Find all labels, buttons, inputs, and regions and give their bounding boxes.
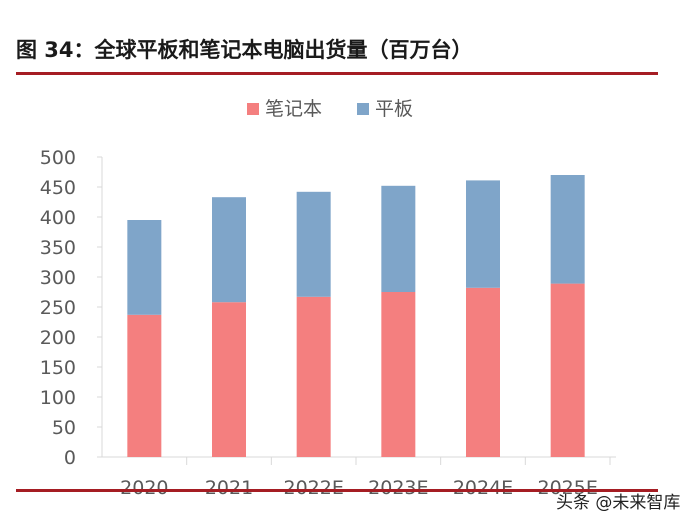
bar-tablet-2023E: [381, 185, 416, 292]
bar-notebook-2024E: [466, 287, 500, 457]
y-tick-label-150: 150: [40, 357, 76, 379]
x-tick-label-2022E: 2022E: [283, 477, 343, 499]
y-tick-label-500: 500: [40, 147, 76, 169]
x-tick-label-2024E: 2024E: [453, 477, 513, 499]
y-tick-label-300: 300: [40, 267, 76, 289]
y-tick-label-50: 50: [52, 417, 76, 439]
y-tick-label-0: 0: [64, 447, 76, 469]
legend-swatch-2: [357, 103, 369, 115]
y-tick-label-250: 250: [40, 297, 76, 319]
bar-notebook-2023E: [381, 292, 416, 457]
y-tick-label-400: 400: [40, 207, 76, 229]
bar-notebook-2025E: [550, 283, 585, 457]
bar-tablet-2025E: [550, 175, 585, 284]
title-underline: [16, 72, 658, 75]
bottom-rule: [16, 489, 658, 492]
x-tick-label-2020: 2020: [120, 477, 168, 499]
y-tick-label-100: 100: [40, 387, 76, 409]
y-tick-label-450: 450: [40, 177, 76, 199]
bar-notebook-2021: [212, 302, 246, 457]
x-tick-label-2023E: 2023E: [368, 477, 428, 499]
bar-notebook-2020: [127, 314, 162, 457]
y-tick-label-200: 200: [40, 327, 76, 349]
figure-title: 图 34：全球平板和笔记本电脑出货量（百万台）: [16, 38, 473, 62]
bar-tablet-2022E: [296, 191, 331, 297]
x-tick-label-2021: 2021: [205, 477, 253, 499]
bar-tablet-2020: [127, 220, 162, 315]
bar-notebook-2022E: [296, 296, 331, 457]
legend-label-1: 笔记本: [265, 98, 322, 120]
y-tick-label-350: 350: [40, 237, 76, 259]
bar-tablet-2021: [212, 197, 246, 303]
legend-swatch-1: [247, 103, 259, 115]
watermark-text: 头条 @未来智库: [556, 493, 681, 513]
x-tick-label-2025E: 2025E: [537, 477, 597, 499]
legend-label-2: 平板: [375, 98, 413, 120]
bar-tablet-2024E: [466, 180, 500, 288]
